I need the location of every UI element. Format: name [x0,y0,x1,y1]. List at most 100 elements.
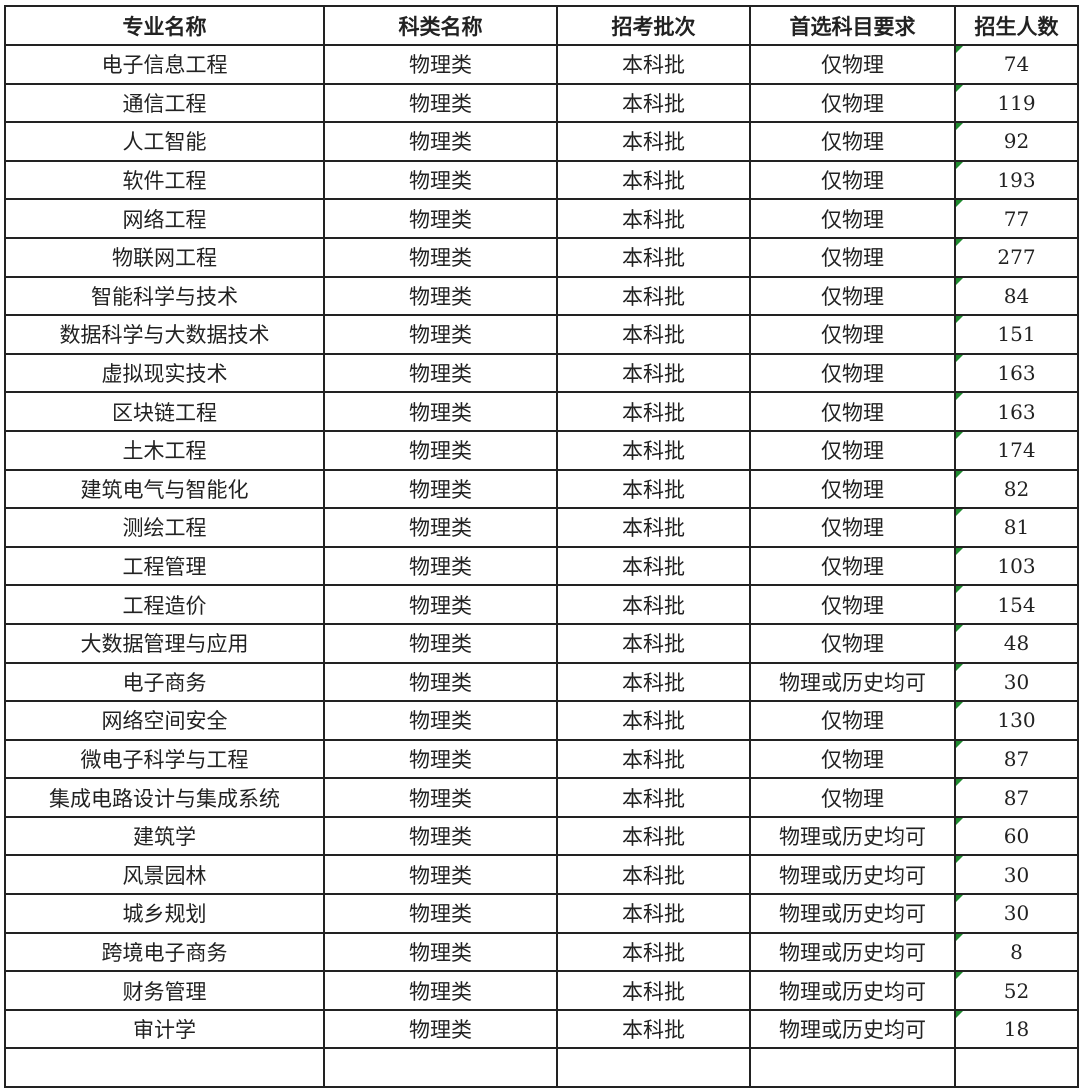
cell-marker-icon [956,702,963,710]
cell-text: 本科批 [622,825,685,850]
cell-text: 物理类 [409,670,472,695]
cell-category: 物理类 [323,159,558,201]
cell-enrollment-count: 30 [954,854,1079,896]
cell-major-name: 网络工程 [4,198,325,239]
cell-major-name: 虚拟现实技术 [4,352,325,394]
cell-text: 财务管理 [122,979,207,1004]
cell-batch: 本科批 [556,429,751,471]
cell-enrollment-count: 193 [954,159,1079,201]
cell-category: 物理类 [323,82,558,124]
cell-category: 物理类 [323,661,558,703]
cell-subject-requirement: 物理或历史均可 [749,661,956,703]
cell-marker-icon [956,1010,963,1018]
table-row: 城乡规划 物理类 本科批 物理或历史均可 30 [4,893,1079,934]
cell-text: 物理类 [409,246,472,271]
cell-batch: 本科批 [556,391,751,432]
cell-text: 30 [1003,862,1030,887]
table-row: 测绘工程 物理类 本科批 仅物理 81 [4,507,1079,548]
table-row: 风景园林 物理类 本科批 物理或历史均可 30 [4,854,1079,896]
cell-category: 物理类 [323,777,558,818]
cell-text: 本科批 [622,593,685,618]
cell-enrollment-count: 87 [954,777,1079,818]
cell-text: 物联网工程 [112,246,217,271]
table-row: 财务管理 物理类 本科批 物理或历史均可 52 [4,970,1079,1011]
cell-text: 物理或历史均可 [779,940,926,965]
cell-text: 仅物理 [821,477,884,502]
cell-text: 163 [997,399,1036,424]
cell-marker-icon [956,586,963,594]
cell-text: 30 [1003,669,1030,694]
cell-batch: 本科批 [556,121,751,162]
cell-text: 仅物理 [821,632,884,657]
cell-text: 虚拟现实技术 [101,362,228,387]
cell-subject-requirement: 仅物理 [749,275,956,317]
cell-marker-icon [956,779,963,787]
cell-marker-icon [956,972,963,980]
cell-marker-icon [956,161,963,169]
cell-marker-icon [956,933,963,941]
cell-batch: 本科批 [556,314,751,355]
table-row: 电子信息工程 物理类 本科批 仅物理 74 [4,44,1079,85]
cell-text: 物理类 [409,555,472,580]
cell-major-name: 财务管理 [4,970,325,1011]
cell-enrollment-count: 18 [954,1008,1079,1050]
cell-text: 物理类 [409,91,472,116]
cell-text: 物理类 [409,284,472,309]
table-row: 网络空间安全 物理类 本科批 仅物理 130 [4,700,1079,741]
cell-enrollment-count: 92 [954,121,1079,162]
cell-marker-icon [956,316,963,324]
cell-subject-requirement: 仅物理 [749,198,956,239]
cell-subject-requirement: 仅物理 [749,777,956,818]
cell-text: 48 [1003,631,1030,656]
cell-text: 本科批 [622,979,685,1004]
cell-text: 277 [997,245,1036,270]
cell-enrollment-count: 77 [954,198,1079,239]
partial-row-cell [954,1047,1079,1088]
cell-enrollment-count: 30 [954,661,1079,703]
cell-major-name: 审计学 [4,1008,325,1050]
cell-major-name: 微电子科学与工程 [4,738,325,780]
cell-subject-requirement: 物理或历史均可 [749,970,956,1011]
cell-enrollment-count: 277 [954,236,1079,278]
cell-text: 仅物理 [821,555,884,580]
cell-subject-requirement: 仅物理 [749,545,956,587]
cell-text: 本科批 [622,632,685,657]
cell-batch: 本科批 [556,82,751,124]
cell-text: 92 [1003,129,1030,154]
cell-text: 网络空间安全 [101,709,228,734]
cell-text: 物理类 [409,439,472,464]
table-row: 虚拟现实技术 物理类 本科批 仅物理 163 [4,352,1079,394]
cell-text: 软件工程 [122,169,207,194]
cell-text: 物理类 [409,1018,472,1043]
cell-category: 物理类 [323,198,558,239]
cell-category: 物理类 [323,507,558,548]
cell-text: 仅物理 [821,786,884,811]
cell-enrollment-count: 163 [954,391,1079,432]
cell-text: 119 [997,90,1036,115]
cell-marker-icon [956,277,963,285]
table-row: 微电子科学与工程 物理类 本科批 仅物理 87 [4,738,1079,780]
cell-marker-icon [956,431,963,439]
cell-batch: 本科批 [556,507,751,548]
cell-major-name: 工程造价 [4,584,325,625]
cell-enrollment-count: 174 [954,429,1079,471]
cell-batch: 本科批 [556,236,751,278]
cell-text: 物理类 [409,516,472,541]
cell-text: 物理或历史均可 [779,1018,926,1043]
cell-enrollment-count: 154 [954,584,1079,625]
cell-enrollment-count: 48 [954,622,1079,664]
table-row: 跨境电子商务 物理类 本科批 物理或历史均可 8 [4,931,1079,973]
cell-text: 物理类 [409,786,472,811]
cell-major-name: 建筑电气与智能化 [4,468,325,510]
cell-text: 仅物理 [821,593,884,618]
cell-major-name: 区块链工程 [4,391,325,432]
cell-subject-requirement: 物理或历史均可 [749,931,956,973]
cell-major-name: 大数据管理与应用 [4,622,325,664]
cell-subject-requirement: 仅物理 [749,352,956,394]
cell-category: 物理类 [323,738,558,780]
cell-text: 仅物理 [821,362,884,387]
cell-category: 物理类 [323,931,558,973]
cell-enrollment-count: 119 [954,82,1079,124]
cell-category: 物理类 [323,429,558,471]
cell-marker-icon [956,663,963,671]
